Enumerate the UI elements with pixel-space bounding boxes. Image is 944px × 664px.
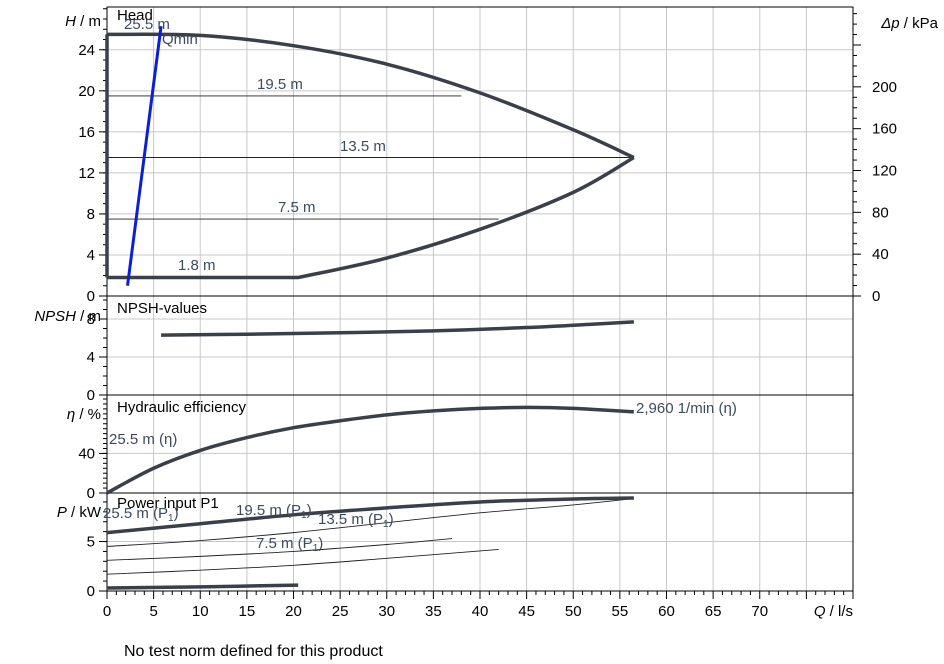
x-tick-label: 15 [239,603,256,620]
power-label: 25.5 m (P1) [103,505,179,524]
y-tick-label: 24 [78,42,95,59]
qmin-line [126,25,163,286]
efficiency-title: Hydraulic efficiency [117,399,246,416]
power-label-close: ) [307,502,312,519]
x-tick-label: 50 [565,603,582,620]
head-y-label: H / m [65,13,101,30]
power-label-text: 25.5 m (P [103,505,168,522]
y-tick-label: 0 [87,583,95,600]
efficiency-y-label: η / % [67,406,101,423]
curves [105,25,635,590]
x-tick-label: 60 [658,603,675,620]
efficiency-right-label: 2,960 1/min (η) [636,400,737,417]
head-label-min: 1.8 m [178,257,216,274]
footer-note: No test norm defined for this product [124,643,383,660]
y-tick-label: 12 [78,165,95,182]
x-tick-label: 10 [192,603,209,620]
power-y-unit: / kW [67,504,102,521]
right-tick-label: 120 [872,163,897,180]
y-tick-label: 20 [78,83,95,100]
right-axis-label-unit: / kPa [900,15,939,32]
npsh-title: NPSH-values [117,300,207,317]
power-label-close: ) [389,511,394,528]
x-axis-label-var: Q [814,603,826,620]
power-label-text: 19.5 m (P [236,502,301,519]
y-tick-label: 8 [87,311,95,328]
grid [107,7,853,591]
efficiency-left-label: 25.5 m (η) [109,431,177,448]
npsh-curve [161,320,634,337]
head-y-var: H [65,13,76,30]
power-label-close: ) [174,505,179,522]
x-axis-label-unit: / l/s [825,603,853,620]
power-label-sub: 1 [313,543,319,554]
y-tick-label: 16 [78,124,95,141]
npsh-y-var: NPSH [34,308,76,325]
y-tick-label: 0 [87,387,95,404]
power-curve-main [106,496,634,535]
head-label-max: 25.5 m [124,16,170,33]
x-tick-label: 20 [285,603,302,620]
power-label: 13.5 m (P1) [318,511,394,530]
power-label: 19.5 m (P1) [236,502,312,521]
x-axis-label: Q / l/s [814,603,853,620]
right-tick-label: 200 [872,79,897,96]
right-axis-label-var: Δp [880,15,899,32]
power-label: 7.5 m (P1) [256,535,323,554]
ref-label: 7.5 m [278,199,316,216]
head-title: Head [117,7,153,24]
ref-label: 13.5 m [340,138,386,155]
head-curve-min [107,155,635,280]
y-tick-label: 5 [87,534,95,551]
power-title: Power input P1 [117,495,219,512]
x-tick-label: 65 [705,603,722,620]
x-tick-label: 5 [149,603,157,620]
power-curve-low [106,583,299,590]
power-y-var: P [57,504,67,521]
x-tick-label: 55 [612,603,629,620]
npsh-y-label: NPSH / m [34,308,101,325]
head-y-unit: / m [76,13,101,30]
x-tick-label: 0 [103,603,111,620]
right-axis-label: Δp / kPa [880,15,938,32]
qmin-label: Qmin [162,31,198,48]
power-curve-thin [106,538,453,561]
efficiency-y-var: η [67,406,75,423]
x-tick-label: 45 [518,603,535,620]
power-label-text: 7.5 m (P [256,535,313,552]
efficiency-curve [106,405,634,495]
power-y-label: P / kW [57,504,102,521]
efficiency-y-unit: / % [75,406,101,423]
x-tick-label: 25 [332,603,349,620]
right-tick-label: 0 [872,288,880,305]
head-curve-max [106,32,635,160]
right-tick-label: 160 [872,121,897,138]
power-label-sub: 1 [301,510,307,521]
power-label-sub: 1 [168,513,174,524]
power-curve-thin [106,548,499,575]
y-tick-label: 0 [87,288,95,305]
power-label-sub: 1 [383,519,389,530]
y-tick-label: 4 [87,349,95,366]
power-label-close: ) [318,535,323,552]
npsh-y-unit: / m [76,308,101,325]
y-tick-label: 40 [78,445,95,462]
x-tick-label: 40 [472,603,489,620]
power-label-text: 13.5 m (P [318,511,383,528]
y-tick-label: 0 [87,485,95,502]
power-curve-thin [106,498,634,547]
y-tick-label: 8 [87,206,95,223]
right-tick-label: 80 [872,204,889,221]
labels: Head NPSH-values Hydraulic efficiency Power… [103,7,737,660]
x-tick-label: 30 [378,603,395,620]
x-tick-label: 70 [751,603,768,620]
x-tick-label: 35 [425,603,442,620]
right-tick-label: 40 [872,246,889,263]
ref-label: 19.5 m [257,76,303,93]
y-tick-label: 4 [87,247,95,264]
